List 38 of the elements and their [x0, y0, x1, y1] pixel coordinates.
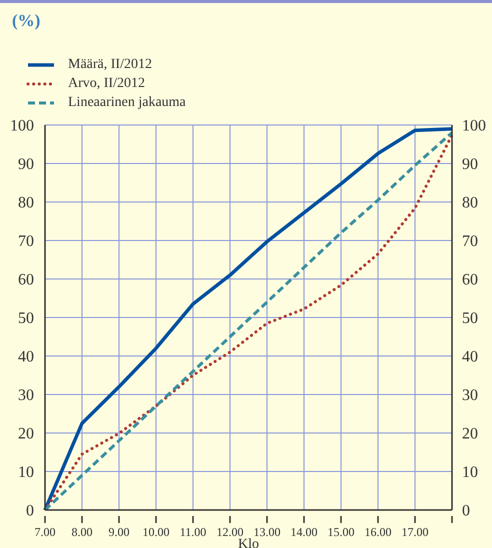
y-tick-label: 10 [18, 464, 34, 482]
x-tick-label: 12.00 [216, 525, 244, 539]
x-tick-label: 13.00 [254, 525, 280, 539]
y-tick-label: 100 [10, 118, 34, 135]
y-tick-label: 80 [18, 194, 34, 212]
x-tick-label: 15.00 [328, 525, 354, 539]
x-tick-label: 9.00 [108, 525, 130, 539]
legend-label: Arvo, II/2012 [68, 76, 145, 92]
legend-label: Lineaarinen jakauma [68, 94, 186, 110]
x-tick-label: 8.00 [72, 525, 92, 539]
y2-tick-label: 0 [462, 502, 470, 520]
y-tick-label: 20 [18, 426, 34, 443]
x-tick-label: 11.00 [180, 525, 206, 539]
x-tick-label: 10.00 [142, 525, 170, 539]
legend-label: Määrä, II/2012 [68, 56, 152, 72]
text: (%) [12, 11, 40, 31]
y-tick-label: 30 [18, 387, 34, 404]
y2-tick-label: 80 [462, 194, 478, 212]
y-tick-label: 90 [18, 156, 34, 174]
x-tick-label: 14.00 [290, 525, 318, 539]
y2-tick-label: 60 [462, 272, 478, 289]
y-tick-label: 60 [18, 272, 34, 289]
y2-tick-label: 90 [462, 156, 478, 174]
y2-tick-label: 100 [462, 118, 486, 135]
y2-tick-label: 30 [462, 387, 478, 404]
x-tick-label: 16.00 [364, 525, 392, 539]
y2-tick-label: 10 [462, 464, 478, 482]
y2-tick-label: 70 [462, 233, 478, 250]
y2-tick-label: 40 [462, 348, 478, 366]
y-tick-label: 50 [18, 310, 34, 328]
y2-tick-label: 50 [462, 310, 478, 328]
x-tick-label: 7.00 [34, 525, 56, 539]
y-tick-label: 0 [26, 502, 34, 520]
x-axis-title: Klo [238, 537, 259, 548]
y2-tick-label: 20 [462, 426, 478, 443]
x-tick-label: 17.00 [402, 525, 428, 539]
y-tick-label: 70 [18, 233, 34, 250]
y-tick-label: 40 [18, 348, 34, 366]
